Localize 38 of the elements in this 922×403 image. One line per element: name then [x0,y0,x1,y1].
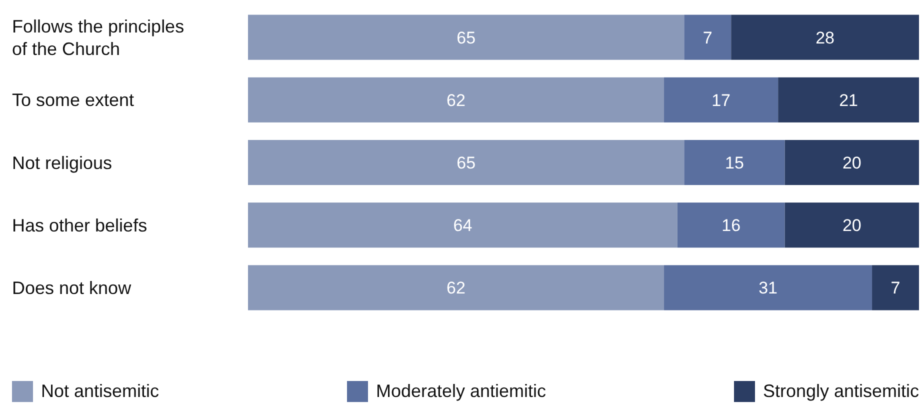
bar [684,14,732,60]
bar [784,140,919,186]
data-label: 62 [446,90,466,110]
data-label: 21 [839,90,858,110]
legend-label: Strongly antisemitic [762,380,919,403]
bar [248,77,664,122]
data-label: 64 [453,216,472,236]
bar [872,265,919,310]
legend-label: Moderately antiemitic [376,380,546,403]
data-label: 31 [758,278,778,298]
bar [248,202,678,248]
data-label: 16 [722,216,741,236]
bar [731,14,919,60]
bar [664,77,778,122]
bar [778,77,919,122]
y-tick-label: Not religious [12,152,112,173]
legend-label: Not antisemitic [41,380,160,403]
data-label: 65 [456,28,476,48]
bar [248,14,684,60]
y-tick-label: Has other beliefs [12,215,148,236]
bar [248,140,684,186]
bar [248,265,664,310]
bar [664,265,872,310]
y-tick-label: Does not know [12,278,132,298]
data-label: 28 [816,28,835,48]
y-tick-label: To some extent [12,90,134,110]
data-label: 15 [725,153,744,172]
data-label: 65 [456,153,476,172]
bar [677,202,785,248]
data-label: 20 [842,216,862,236]
data-label: 62 [446,278,466,298]
bar [784,202,919,248]
data-label: 17 [712,90,731,110]
data-label: 20 [842,153,862,172]
data-label: 7 [702,28,712,48]
y-tick-label: Follows the principles of the Church [12,16,184,59]
data-label: 7 [890,278,900,298]
bar [684,140,785,186]
